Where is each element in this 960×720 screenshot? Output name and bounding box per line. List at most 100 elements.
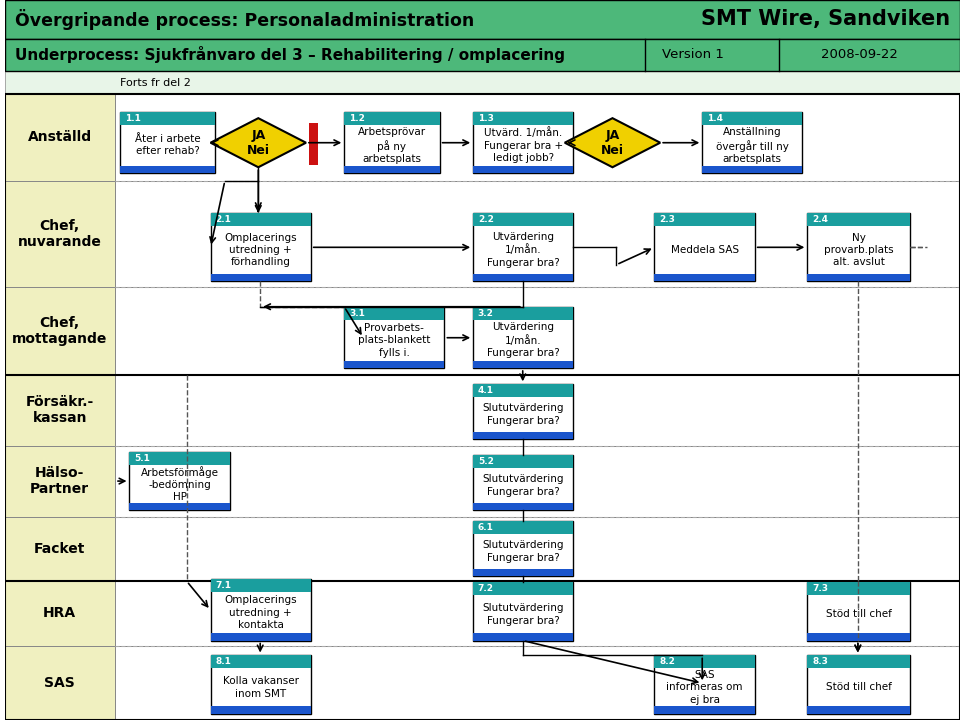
Text: Omplacerings
utredning +
förhandling: Omplacerings utredning + förhandling [225, 233, 297, 267]
Text: Utvärdering
1/mån.
Fungerar bra?: Utvärdering 1/mån. Fungerar bra? [487, 232, 560, 268]
Bar [309, 122, 319, 165]
Bar [473, 361, 573, 368]
Bar [655, 213, 755, 281]
Bar [807, 706, 910, 714]
Text: SAS: SAS [44, 676, 75, 690]
Text: JA: JA [606, 129, 619, 142]
Text: Meddela SAS: Meddela SAS [670, 245, 738, 255]
Bar [120, 166, 215, 173]
Polygon shape [564, 118, 660, 167]
Bar [473, 455, 573, 468]
Text: Åter i arbete
efter rehab?: Åter i arbete efter rehab? [134, 134, 201, 156]
Bar [5, 646, 115, 720]
Bar [5, 287, 115, 374]
Bar [130, 452, 229, 465]
Bar [115, 94, 960, 181]
Bar [473, 521, 573, 534]
Bar [473, 634, 573, 641]
Text: Försäkr.-
kassan: Försäkr.- kassan [26, 395, 94, 425]
Bar [210, 213, 311, 281]
Bar [807, 655, 910, 668]
Bar [5, 39, 960, 71]
Bar [5, 446, 115, 516]
Bar [210, 579, 311, 641]
Bar [345, 307, 444, 368]
Bar [210, 655, 311, 668]
Bar [702, 112, 803, 173]
Bar [115, 446, 960, 516]
Bar [702, 112, 803, 125]
Bar [807, 274, 910, 281]
Text: 5.2: 5.2 [478, 457, 493, 467]
Bar [473, 384, 573, 397]
Text: 1.1: 1.1 [125, 114, 140, 122]
Text: 2.1: 2.1 [215, 215, 231, 224]
Bar [210, 634, 311, 641]
Text: Arbetsförmåge
-bedömning
HP: Arbetsförmåge -bedömning HP [140, 466, 219, 503]
Text: 2.4: 2.4 [812, 215, 828, 224]
Text: Facket: Facket [34, 542, 85, 556]
Bar [5, 374, 115, 446]
Bar [473, 307, 573, 368]
Bar [807, 582, 910, 641]
Bar [807, 213, 910, 281]
Text: 1.2: 1.2 [349, 114, 365, 122]
Text: 3.2: 3.2 [478, 309, 493, 318]
Text: JA: JA [252, 129, 265, 142]
Bar [473, 307, 573, 320]
Text: Ny
provarb.plats
alt. avslut: Ny provarb.plats alt. avslut [824, 233, 894, 267]
Bar [473, 432, 573, 439]
Text: 2.2: 2.2 [478, 215, 493, 224]
Bar [130, 503, 229, 510]
Text: Slututvärdering
Fungerar bra?: Slututvärdering Fungerar bra? [483, 403, 564, 426]
Bar [130, 452, 229, 510]
Bar [473, 569, 573, 576]
Bar [115, 646, 960, 720]
Bar [5, 94, 960, 720]
Text: Arbetsprövar
på ny
arbetsplats: Arbetsprövar på ny arbetsplats [358, 127, 426, 164]
Bar [120, 112, 215, 125]
Bar [5, 71, 960, 94]
Bar [473, 112, 573, 173]
Text: 8.2: 8.2 [660, 657, 675, 667]
Text: 8.3: 8.3 [812, 657, 828, 667]
Bar [473, 112, 573, 125]
Bar [473, 274, 573, 281]
Text: Forts fr del 2: Forts fr del 2 [120, 78, 191, 88]
Bar [345, 166, 440, 173]
Text: Nei: Nei [247, 143, 270, 156]
Text: 3.1: 3.1 [349, 309, 365, 318]
Text: Slututvärdering
Fungerar bra?: Slututvärdering Fungerar bra? [483, 540, 564, 562]
Bar [655, 655, 755, 714]
Bar [807, 213, 910, 226]
Polygon shape [210, 118, 306, 167]
Text: 1.3: 1.3 [478, 114, 493, 122]
Bar [210, 274, 311, 281]
Bar [210, 706, 311, 714]
Text: Anställd: Anställd [28, 130, 92, 144]
Text: Stöd till chef: Stöd till chef [826, 609, 892, 619]
Text: 1.4: 1.4 [707, 114, 723, 122]
Text: SAS
informeras om
ej bra: SAS informeras om ej bra [666, 670, 743, 705]
Bar [5, 516, 115, 581]
Text: 7.2: 7.2 [478, 585, 493, 593]
Text: 4.1: 4.1 [478, 386, 493, 395]
Text: 7.1: 7.1 [215, 581, 231, 590]
Bar [473, 384, 573, 439]
Bar [473, 213, 573, 281]
Text: 2008-09-22: 2008-09-22 [822, 48, 899, 61]
Bar [120, 112, 215, 173]
Bar [115, 287, 960, 374]
Bar [473, 582, 573, 641]
Text: Utvärd. 1/mån.
Fungerar bra +
ledigt jobb?: Utvärd. 1/mån. Fungerar bra + ledigt job… [484, 127, 563, 163]
Bar [473, 521, 573, 576]
Text: Provarbets-
plats-blankett
fylls i.: Provarbets- plats-blankett fylls i. [358, 323, 430, 358]
Bar [345, 112, 440, 173]
Bar [473, 213, 573, 226]
Text: 8.1: 8.1 [215, 657, 231, 667]
Text: Omplacerings
utredning +
kontakta: Omplacerings utredning + kontakta [225, 595, 297, 630]
Text: Stöd till chef: Stöd till chef [826, 683, 892, 693]
Bar [345, 361, 444, 368]
Bar [210, 213, 311, 226]
Text: HRA: HRA [43, 606, 76, 621]
